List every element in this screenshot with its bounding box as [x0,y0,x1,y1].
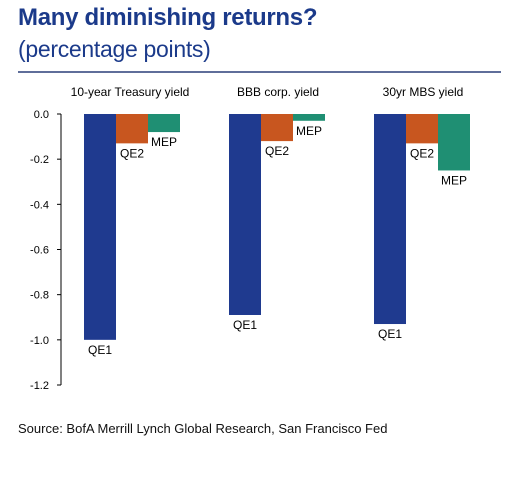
chart-subtitle: (percentage points) [18,36,211,62]
category-label: 30yr MBS yield [383,85,464,99]
bar-label-qe2: QE2 [265,144,289,158]
bar-labels: QE1 QE2 MEP QE1 QE2 MEP QE1 QE2 MEP [88,124,467,357]
y-tick-label: -1.0 [30,335,49,347]
bar-qe2 [261,114,293,142]
category-labels: 10-year Treasury yield BBB corp. yield 30y… [71,85,464,99]
bar-qe1 [229,114,261,315]
category-label: 10-year Treasury yield [71,85,190,99]
y-tick-label: -0.8 [30,290,49,302]
category-label: BBB corp. yield [237,85,319,99]
y-tick-label: 0.0 [34,109,49,121]
bar-label-mep: MEP [441,173,467,187]
chart-title: Many diminishing returns? [18,4,318,31]
bar-mep [293,114,325,121]
bar-qe1 [374,114,406,325]
bar-label-mep: MEP [296,124,322,138]
bar-mep [148,114,180,133]
y-tick-label: -1.2 [30,380,49,392]
bar-label-qe2: QE2 [410,146,434,160]
bar-mep [438,114,470,171]
y-tick-label: -0.2 [30,154,49,166]
bar-label-qe1: QE1 [378,327,402,341]
bar-qe2 [116,114,148,144]
y-tick-label: -0.4 [30,199,49,211]
bar-label-qe1: QE1 [233,318,257,332]
y-axis: 0.0 -0.2 -0.4 -0.6 -0.8 -1.0 -1.2 [30,109,62,392]
bar-label-mep: MEP [151,135,177,149]
title-divider [18,71,501,73]
bar-qe1 [84,114,116,340]
source-note: Source: BofA Merrill Lynch Global Resear… [18,421,388,436]
bar-label-qe1: QE1 [88,343,112,357]
y-tick-label: -0.6 [30,245,49,257]
bar-qe2 [406,114,438,144]
bar-label-qe2: QE2 [120,146,144,160]
bars [84,114,470,340]
